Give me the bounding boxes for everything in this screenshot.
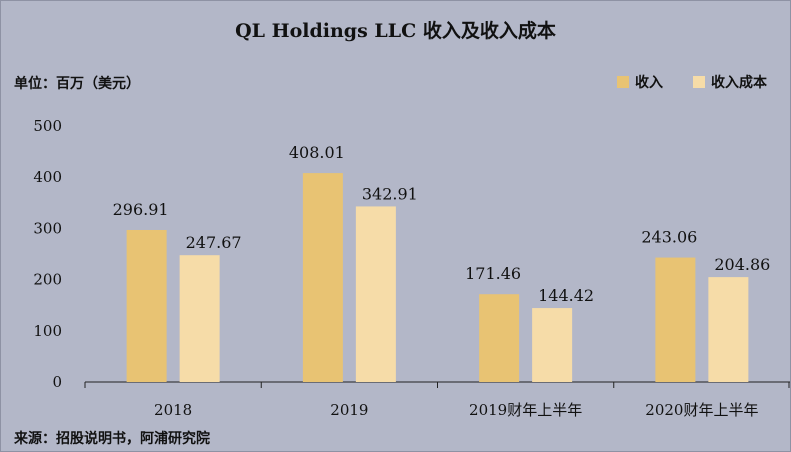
bar-cost: [532, 308, 573, 382]
x-tick-label: 2020财年上半年: [645, 401, 758, 419]
y-tick-label: 0: [52, 373, 62, 391]
legend-swatch-cost: [693, 76, 705, 88]
bar-revenue: [655, 257, 696, 382]
data-label-revenue: 171.46: [465, 264, 521, 283]
x-tick-label: 2019财年上半年: [469, 401, 582, 419]
bar-cost: [179, 255, 220, 382]
legend-label-revenue: 收入: [635, 75, 663, 91]
bar-revenue: [479, 294, 520, 382]
x-tick-label: 2019: [330, 401, 368, 419]
data-label-cost: 247.67: [186, 233, 242, 252]
data-label-cost: 204.86: [714, 255, 770, 274]
bar-revenue: [302, 173, 343, 382]
legend-label-cost: 收入成本: [711, 75, 767, 91]
data-label-cost: 144.42: [538, 286, 594, 305]
y-tick-label: 400: [33, 168, 62, 186]
y-tick-label: 200: [33, 271, 62, 289]
bar-cost: [355, 206, 396, 382]
bar-cost: [708, 277, 749, 382]
chart-title: QL Holdings LLC 收入及收入成本: [235, 20, 556, 42]
y-tick-label: 100: [33, 322, 62, 340]
legend: 收入 收入成本: [617, 72, 767, 92]
data-label-revenue: 243.06: [641, 228, 697, 247]
data-label-revenue: 408.01: [289, 143, 345, 162]
unit-label: 单位：百万（美元）: [14, 76, 140, 92]
x-tick-label: 2018: [154, 401, 192, 419]
source-note: 来源：招股说明书，阿浦研究院: [14, 431, 210, 447]
data-label-cost: 342.91: [362, 184, 418, 203]
data-label-revenue: 296.91: [113, 200, 169, 219]
y-tick-label: 300: [33, 219, 62, 237]
y-tick-label: 500: [33, 117, 62, 135]
legend-swatch-revenue: [617, 76, 629, 88]
legend-item-cost: 收入成本: [693, 72, 767, 92]
bar-revenue: [126, 229, 167, 382]
legend-item-revenue: 收入: [617, 72, 663, 92]
